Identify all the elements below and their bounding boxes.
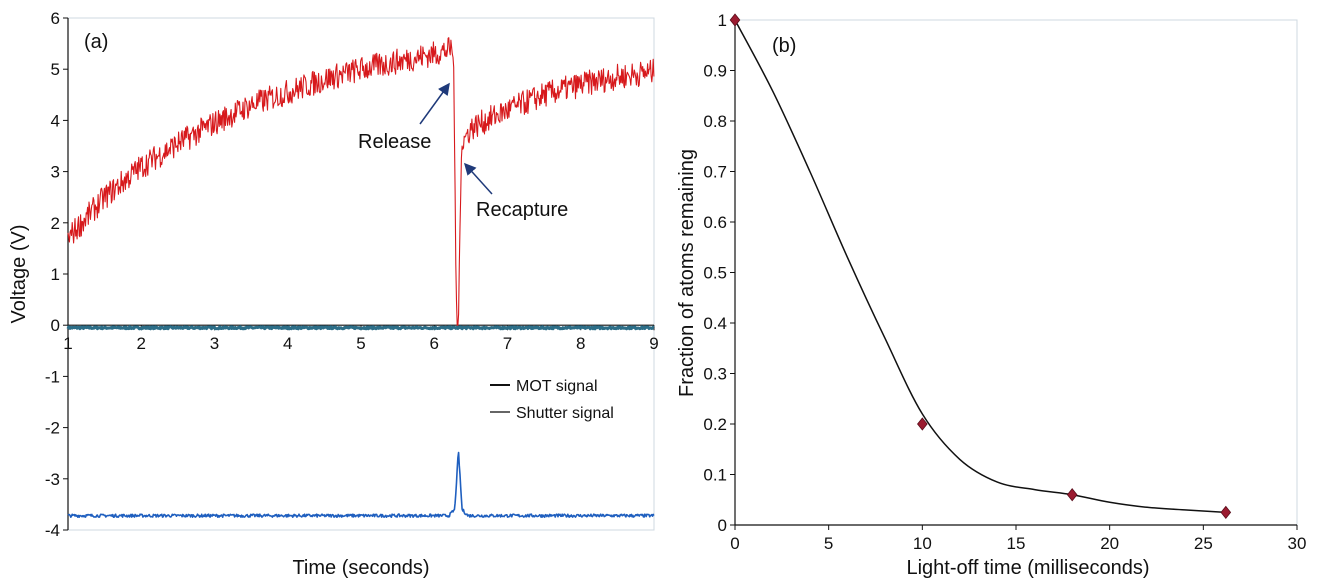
panel-b-x-axis-title: Light-off time (milliseconds) xyxy=(906,557,1149,579)
panel-b-data-point xyxy=(729,13,741,27)
panel-b-y-ticks: 0 0.1 0.2 0.3 0.4 0.5 0.6 0.7 0.8 0.9 1 xyxy=(703,11,735,535)
panel-a-series-line-shutter xyxy=(66,325,655,331)
panel-a-x-tick-label: 4 xyxy=(283,334,292,353)
panel-a-y-tick-label: 0 xyxy=(51,316,60,335)
panel-b-x-tick-label: 30 xyxy=(1288,534,1307,553)
panel-b-y-tick-label: 0 xyxy=(718,516,727,535)
panel-b-frame xyxy=(734,19,1298,526)
panel-a-y-tick-label: -2 xyxy=(45,419,60,438)
panel-a-legend: MOT signal Shutter signal xyxy=(490,378,614,422)
recapture-arrow xyxy=(463,162,493,195)
panel-a-x-tick-label: 3 xyxy=(210,334,219,353)
panel-b-y-tick-label: 0.6 xyxy=(703,213,727,232)
panel-b-x-tick-label: 15 xyxy=(1007,534,1026,553)
panel-b-data-point xyxy=(1220,505,1232,520)
panel-a-y-ticks: -4 -3 -2 -1 0 1 2 3 4 5 6 xyxy=(45,9,68,540)
panel-a-series xyxy=(66,37,655,518)
panel-b-y-tick-label: 0.8 xyxy=(703,112,727,131)
panel-a-y-tick-label: 4 xyxy=(51,111,60,130)
legend-label-shutter: Shutter signal xyxy=(516,405,614,422)
panel-b-y-tick-label: 0.3 xyxy=(703,365,727,384)
panel-b-data-point xyxy=(1066,488,1078,502)
panel-a-label: (a) xyxy=(84,31,108,53)
panel-b-y-tick-label: 1 xyxy=(718,11,727,30)
release-annotation: Release xyxy=(358,131,431,153)
recapture-annotation: Recapture xyxy=(476,199,568,221)
panel-b-y-tick-label: 0.7 xyxy=(703,163,727,182)
panel-a-x-axis-title: Time (seconds) xyxy=(292,557,429,579)
panel-a-series-line-mot xyxy=(67,37,655,326)
panel-a-y-tick-label: -3 xyxy=(45,470,60,489)
panel-a-x-tick-label: 2 xyxy=(137,334,146,353)
panel-b-y-tick-label: 0.5 xyxy=(703,264,727,283)
panel-a-y-tick-label: 1 xyxy=(51,265,60,284)
panel-a-y-tick-label: -1 xyxy=(45,367,60,386)
panel-a-x-tick-label: 7 xyxy=(503,334,512,353)
panel-b-y-axis-title: Fraction of atoms remaining xyxy=(676,149,698,397)
panel-b-y-tick-label: 0.4 xyxy=(703,314,727,333)
panel-a-x-tick-label: 5 xyxy=(356,334,365,353)
panel-a-x-tick-label: 1 xyxy=(63,334,72,353)
panel-a-y-tick-label: -4 xyxy=(45,521,60,540)
panel-b-y-tick-label: 0.9 xyxy=(703,62,727,81)
panel-b-data-point xyxy=(917,417,928,431)
panel-b-x-tick-label: 5 xyxy=(824,534,833,553)
panel-a-y-tick-label: 5 xyxy=(51,60,60,79)
panel-b-x-tick-label: 20 xyxy=(1100,534,1119,553)
panel-a-x-tick-label: 8 xyxy=(576,334,585,353)
panel-b-y-tick-label: 0.2 xyxy=(703,415,727,434)
legend-label-mot: MOT signal xyxy=(516,378,598,395)
panel-b-label: (b) xyxy=(772,35,796,57)
panel-b-points xyxy=(729,13,1232,520)
panel-a-x-tick-label: 6 xyxy=(430,334,439,353)
panel-b-x-tick-label: 0 xyxy=(730,534,739,553)
panel-a-x-tick-label: 9 xyxy=(649,334,658,353)
panel-b-x-tick-label: 10 xyxy=(913,534,932,553)
panel-b-fit-curve xyxy=(734,19,1226,514)
panel-a-y-tick-label: 3 xyxy=(51,163,60,182)
panel-b-chart: 0 0.1 0.2 0.3 0.4 0.5 0.6 0.7 0.8 0.9 1 0 5 10 15 20 25… xyxy=(676,11,1306,579)
panel-b-x-ticks: 0 5 10 15 20 25 30 xyxy=(730,525,1306,553)
panel-b-x-tick-label: 25 xyxy=(1194,534,1213,553)
panel-a-series-line-shutter-pulse xyxy=(67,451,655,518)
panel-a-y-axis-title: Voltage (V) xyxy=(8,225,30,324)
panel-a-y-tick-label: 6 xyxy=(51,9,60,28)
release-arrow xyxy=(419,82,450,125)
panel-b-y-tick-label: 0.1 xyxy=(703,466,727,485)
panel-a-y-tick-label: 2 xyxy=(51,214,60,233)
